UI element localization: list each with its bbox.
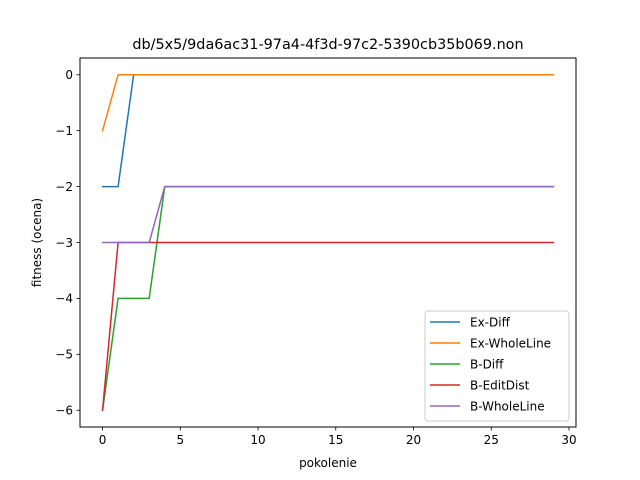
- legend-label-b-wholeline: B-WholeLine: [470, 399, 545, 413]
- legend: Ex-Diff Ex-WholeLine B-Diff B-EditDist B-Who…: [424, 310, 570, 422]
- x-tick-label: 30: [561, 433, 576, 447]
- x-tick-label: 15: [328, 433, 343, 447]
- x-tick-label: 10: [250, 433, 265, 447]
- x-tick-label: 0: [99, 433, 107, 447]
- y-axis-ticks: 0 −1 −2 −3 −4 −5 −6: [55, 68, 80, 418]
- y-tick-label: −5: [55, 348, 73, 362]
- series-layer: [101, 74, 555, 412]
- chart-title: db/5x5/9da6ac31-97a4-4f3d-97c2-5390cb35b…: [132, 37, 523, 53]
- legend-label-b-diff: B-Diff: [470, 357, 504, 371]
- y-tick-label: −3: [55, 236, 73, 250]
- x-axis-label: pokolenie: [299, 456, 357, 470]
- series-line-ex-wholeline: [101, 74, 555, 132]
- x-axis-ticks: 0 5 10 15 20 25 30: [99, 427, 577, 447]
- legend-label-ex-diff: Ex-Diff: [470, 315, 511, 329]
- y-tick-label: −4: [55, 292, 73, 306]
- legend-items: Ex-Diff Ex-WholeLine B-Diff B-EditDist B-Who…: [430, 315, 551, 413]
- x-tick-label: 25: [484, 433, 499, 447]
- y-tick-label: −2: [55, 180, 73, 194]
- legend-label-ex-wholeline: Ex-WholeLine: [470, 336, 551, 350]
- y-tick-label: 0: [65, 68, 73, 82]
- x-tick-label: 5: [176, 433, 184, 447]
- y-tick-label: −1: [55, 124, 73, 138]
- legend-label-b-editdist: B-EditDist: [470, 378, 530, 392]
- series-line-b-wholeline: [101, 185, 555, 244]
- y-tick-label: −6: [55, 404, 73, 418]
- x-tick-label: 20: [406, 433, 421, 447]
- legend-box: [424, 310, 570, 422]
- y-axis-label: fitness (ocena): [30, 198, 44, 287]
